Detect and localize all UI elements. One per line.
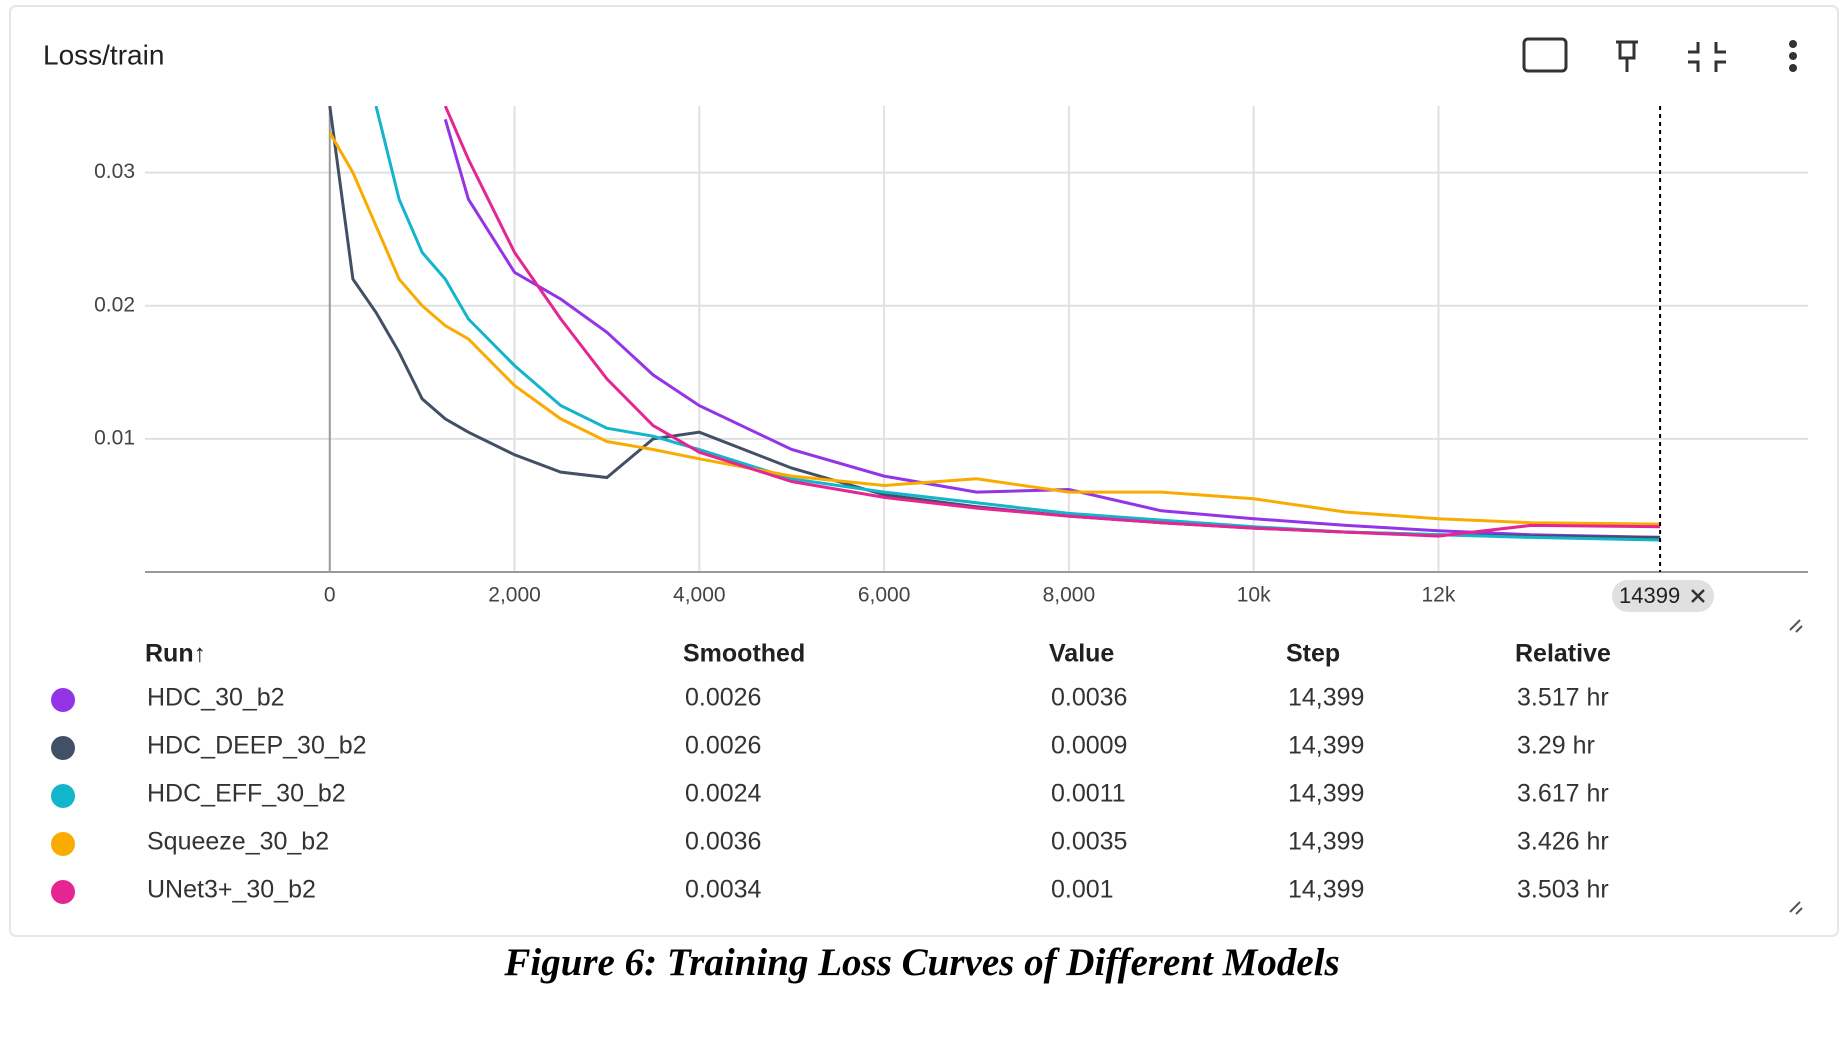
card-title: Loss/train bbox=[43, 39, 164, 70]
table-cell: 3.503 hr bbox=[1517, 876, 1609, 904]
x-tick-label: 12k bbox=[1422, 584, 1456, 607]
table-cell: 0.0009 bbox=[1051, 732, 1127, 760]
table-cell: 3.617 hr bbox=[1517, 780, 1609, 808]
run-name: HDC_30_b2 bbox=[147, 684, 285, 712]
series-line bbox=[443, 118, 1661, 539]
table-cell: 3.29 hr bbox=[1517, 732, 1595, 760]
table-cell: 0.0034 bbox=[685, 876, 762, 904]
table-cell: 3.426 hr bbox=[1517, 828, 1609, 856]
column-header: Value bbox=[1049, 640, 1114, 668]
table-cell: 0.0011 bbox=[1051, 780, 1126, 808]
table-cell: 0.0036 bbox=[685, 828, 761, 856]
table-cell: 14,399 bbox=[1288, 828, 1364, 856]
x-tick-label: 6,000 bbox=[858, 584, 911, 607]
cursor-chip[interactable] bbox=[1612, 580, 1714, 612]
table-cell: 14,399 bbox=[1288, 732, 1364, 760]
plot: 0.01 0.02 0.03 0 2,000 4,000 6,000 8,000 10k 12k bbox=[94, 106, 1808, 607]
run-color-dot bbox=[51, 832, 75, 856]
collapse-button[interactable] bbox=[1688, 42, 1726, 72]
run-color-dot bbox=[51, 784, 75, 808]
table-cell: 0.001 bbox=[1051, 876, 1114, 904]
table-cell: 14,399 bbox=[1288, 684, 1364, 712]
table-cell: 0.0026 bbox=[685, 732, 761, 760]
run-color-dot bbox=[51, 880, 75, 904]
series-line bbox=[443, 106, 1661, 538]
table-cell: 0.0036 bbox=[1051, 684, 1127, 712]
x-tick-label: 0 bbox=[324, 584, 336, 607]
column-header: Smoothed bbox=[683, 640, 805, 668]
run-color-dot bbox=[51, 688, 75, 712]
cursor-close[interactable] bbox=[1691, 589, 1705, 603]
x-tick-label: 4,000 bbox=[673, 584, 726, 607]
cursor-step-label: 14399 bbox=[1619, 583, 1680, 608]
run-name: HDC_EFF_30_b2 bbox=[147, 780, 346, 808]
more-button[interactable] bbox=[1789, 40, 1797, 72]
resize-handle[interactable] bbox=[1789, 901, 1803, 915]
column-header[interactable]: Run↑ bbox=[145, 640, 206, 668]
table-cell: 14,399 bbox=[1288, 780, 1364, 808]
table-cell: 0.0024 bbox=[685, 780, 762, 808]
run-name: UNet3+_30_b2 bbox=[147, 876, 316, 904]
series-line bbox=[328, 131, 1661, 526]
column-header: Relative bbox=[1515, 640, 1611, 668]
y-tick-label: 0.02 bbox=[94, 293, 135, 316]
table-cell: 0.0026 bbox=[685, 684, 761, 712]
pin-button[interactable] bbox=[1616, 40, 1638, 72]
y-tick-label: 0.03 bbox=[94, 160, 135, 183]
figure-caption: Figure 6: Training Loss Curves of Differ… bbox=[503, 941, 1339, 984]
x-tick-label: 8,000 bbox=[1043, 584, 1096, 607]
card bbox=[9, 5, 1839, 937]
resize-handle[interactable] bbox=[1789, 619, 1803, 633]
table-cell: 3.517 hr bbox=[1517, 684, 1609, 712]
fit-button[interactable] bbox=[1522, 37, 1568, 73]
run-name: Squeeze_30_b2 bbox=[147, 828, 329, 856]
x-tick-label: 10k bbox=[1237, 584, 1271, 607]
x-tick-label: 2,000 bbox=[488, 584, 541, 607]
data-table: Run↑ Smoothed Value Step Relative HDC_30_b2 0.… bbox=[51, 640, 1611, 904]
run-name: HDC_DEEP_30_b2 bbox=[147, 732, 367, 760]
run-color-dot bbox=[51, 736, 75, 760]
y-tick-label: 0.01 bbox=[94, 426, 135, 449]
column-header: Step bbox=[1286, 640, 1340, 668]
table-cell: 0.0035 bbox=[1051, 828, 1127, 856]
table-cell: 14,399 bbox=[1288, 876, 1364, 904]
